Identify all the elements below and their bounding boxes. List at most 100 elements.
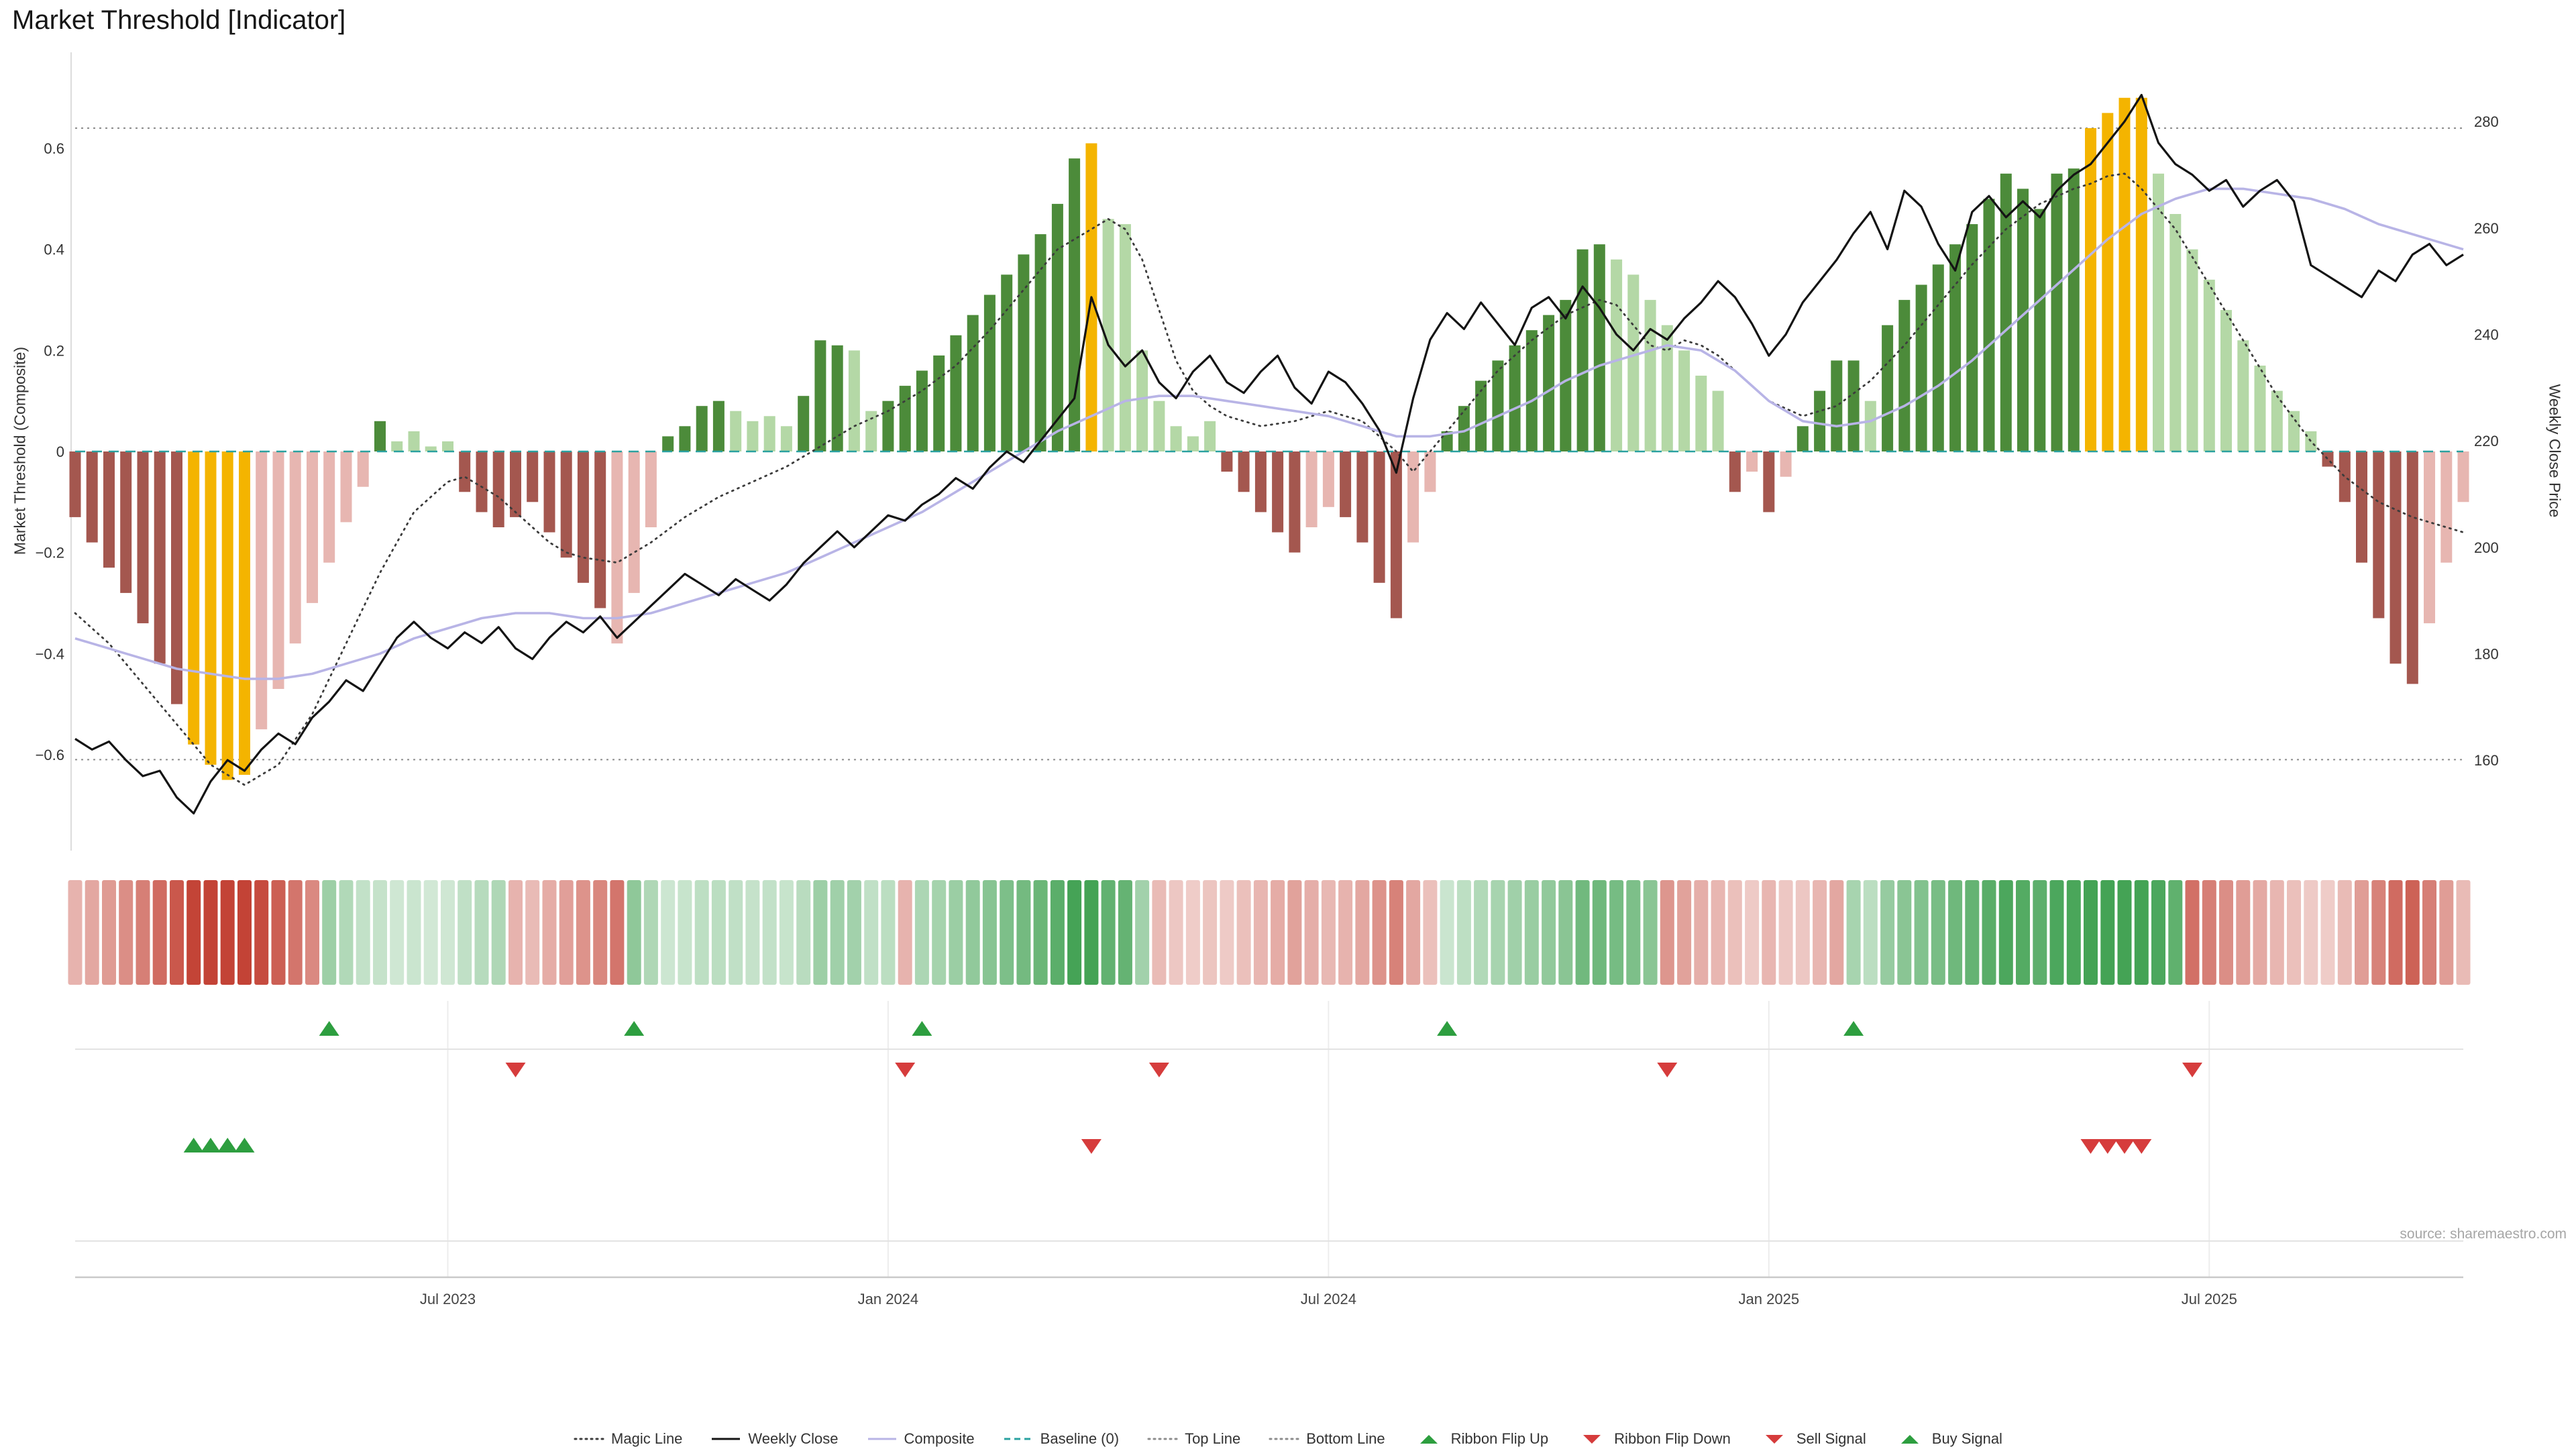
dotted-line-icon [1147, 1438, 1178, 1440]
composite-bar [188, 451, 200, 745]
ribbon-cell [407, 880, 421, 985]
composite-bar [831, 345, 843, 451]
composite-bar [2068, 168, 2080, 451]
composite-bars [69, 97, 2469, 780]
ribbon-cell [1745, 880, 1760, 985]
composite-bar [2118, 97, 2131, 452]
composite-bar [357, 451, 369, 487]
composite-bar [1915, 284, 1927, 451]
composite-bar [221, 451, 233, 780]
composite-bar [1492, 360, 1504, 451]
composite-bar [2356, 451, 2367, 563]
composite-bar [1627, 274, 1640, 451]
ribbon-cell [1101, 880, 1116, 985]
composite-bar [865, 411, 877, 451]
composite-bar [1018, 254, 1030, 451]
ribbon-cell [2269, 880, 2284, 985]
ribbon-cell [322, 880, 337, 985]
legend-label: Baseline (0) [1040, 1430, 1120, 1447]
composite-bar [205, 451, 217, 765]
composite-bar [747, 421, 759, 451]
ribbon-cell [1643, 880, 1658, 985]
ribbon-cell [932, 880, 947, 985]
ribbon-cell [1236, 880, 1251, 985]
ribbon-flip-up-marker [624, 1021, 645, 1036]
ribbon-cell [458, 880, 472, 985]
ribbon-cell [1829, 880, 1844, 985]
ribbon-cell [1440, 880, 1454, 985]
ribbon-cell [593, 880, 608, 985]
ribbon-cell [491, 880, 506, 985]
ribbon-cell [85, 880, 99, 985]
buy-signal-marker [217, 1138, 238, 1152]
chart-legend: Magic Line Weekly Close Composite Baseline … [0, 1430, 2576, 1448]
composite-bar [1949, 244, 1962, 451]
composite-bar [1763, 451, 1775, 513]
composite-bar [510, 451, 521, 517]
ribbon-cell [711, 880, 726, 985]
legend-label: Buy Signal [1931, 1430, 2002, 1447]
ribbon-cell [339, 880, 354, 985]
ribbon-cell [508, 880, 523, 985]
ribbon-cell [2100, 880, 2115, 985]
ribbon-cell [102, 880, 116, 985]
ribbon-cell [186, 880, 201, 985]
ribbon-cell [271, 880, 286, 985]
ribbon-cell [1220, 880, 1234, 985]
ribbon-cell [1592, 880, 1607, 985]
ribbon-cell [1338, 880, 1353, 985]
ribbon-cell [1711, 880, 1725, 985]
ribbon-cell [2219, 880, 2233, 985]
composite-bar [103, 451, 115, 568]
triangle-up-icon [1900, 1435, 1919, 1444]
composite-bar [1796, 426, 1809, 451]
ribbon-flip-down-marker [1148, 1063, 1169, 1077]
sell-signal-marker [2131, 1139, 2152, 1154]
composite-bar [1882, 325, 1894, 451]
composite-bar [882, 400, 894, 451]
composite-bar [679, 426, 691, 451]
ribbon-cell [305, 880, 319, 985]
right-tick-label: 240 [2474, 327, 2499, 343]
ribbon-cell [2456, 880, 2471, 985]
sell-signal-marker [2114, 1139, 2135, 1154]
composite-bar [2440, 451, 2453, 563]
x-tick-label: Jan 2024 [858, 1291, 919, 1307]
composite-bar [137, 451, 149, 624]
composite-bar [2457, 451, 2469, 502]
composite-bar [2237, 340, 2249, 451]
ribbon-cell [779, 880, 794, 985]
ribbon-cell [1931, 880, 1945, 985]
composite-bar [1254, 451, 1267, 513]
buy-signal-marker [201, 1138, 221, 1152]
composite-bar [763, 416, 775, 451]
composite-bar [1187, 436, 1199, 451]
composite-bar [120, 451, 132, 593]
composite-bar [645, 451, 657, 527]
composite-bar [899, 386, 911, 451]
ribbon-cell [542, 880, 557, 985]
dotted-line-icon [1269, 1438, 1299, 1440]
ribbon-cell [1507, 880, 1522, 985]
right-tick-label: 260 [2474, 220, 2499, 237]
composite-bar [492, 451, 504, 527]
ribbon-cell [610, 880, 625, 985]
ribbon-cell [2202, 880, 2216, 985]
composite-bar [1373, 451, 1385, 583]
right-tick-label: 220 [2474, 433, 2499, 449]
composite-bar [628, 451, 640, 593]
ribbon-flip-up-marker [319, 1021, 339, 1036]
ribbon-cell [813, 880, 828, 985]
ribbon-cell [441, 880, 455, 985]
ribbon-cell [2304, 880, 2318, 985]
ribbon-cell [2253, 880, 2267, 985]
composite-bar [1661, 325, 1673, 451]
composite-line [74, 187, 2464, 680]
ribbon-cell [762, 880, 777, 985]
ribbon-cell [1372, 880, 1387, 985]
composite-bar [374, 421, 386, 451]
ribbon-cell [2084, 880, 2098, 985]
solid-line-icon [867, 1438, 896, 1440]
composite-bar [950, 335, 962, 451]
composite-bar [1305, 451, 1318, 527]
